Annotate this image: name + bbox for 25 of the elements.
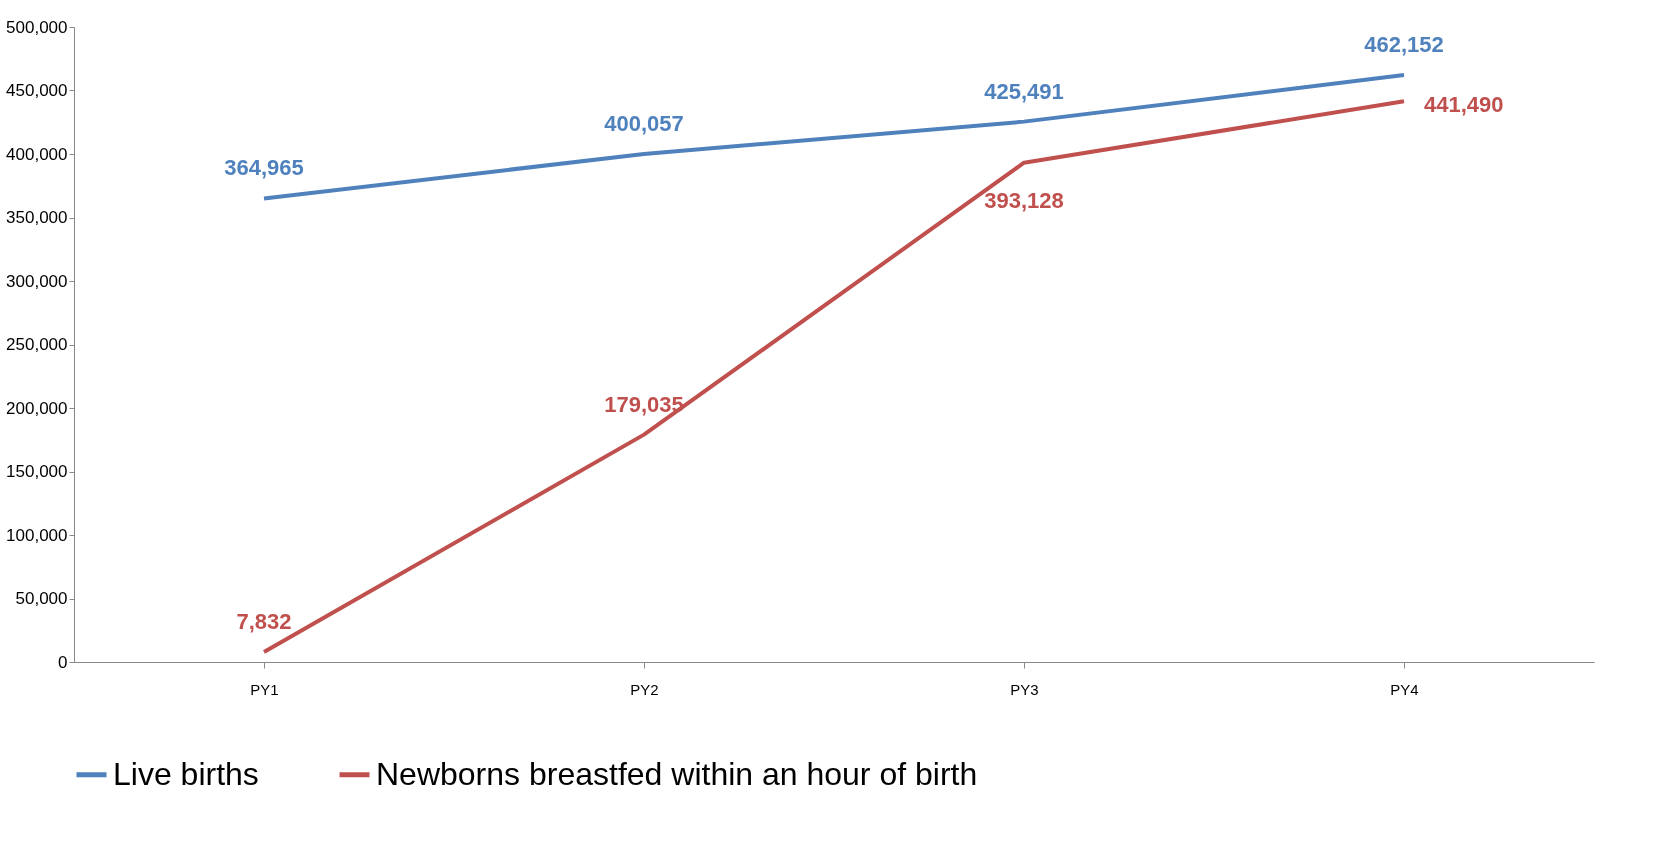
y-tick-label: 500,000 xyxy=(6,17,68,37)
data-label: 7,832 xyxy=(236,609,292,635)
data-label: 462,152 xyxy=(1364,32,1444,58)
y-tick-label: 400,000 xyxy=(6,144,68,164)
data-label: 179,035 xyxy=(604,391,684,417)
y-tick-label: 300,000 xyxy=(6,271,68,291)
x-tick-label: PY2 xyxy=(630,680,659,698)
x-tick-label: PY4 xyxy=(1390,680,1419,698)
data-label: 393,128 xyxy=(984,187,1064,213)
y-tick-label: 200,000 xyxy=(6,398,68,418)
data-label: 364,965 xyxy=(224,155,304,181)
y-tick-label: 450,000 xyxy=(6,81,68,100)
y-tick-label: 0 xyxy=(58,652,68,672)
y-tick-label: 350,000 xyxy=(6,208,68,227)
y-tick-label: 150,000 xyxy=(6,462,68,481)
x-tick-label: PY1 xyxy=(250,680,279,698)
x-tick-label: PY3 xyxy=(1010,680,1039,698)
y-tick-label: 50,000 xyxy=(15,589,68,608)
data-label: 425,491 xyxy=(984,78,1064,104)
data-label: 441,490 xyxy=(1424,92,1504,118)
legend-label: Live births xyxy=(113,755,259,792)
y-tick-label: 100,000 xyxy=(6,525,68,545)
data-label: 400,057 xyxy=(604,110,684,136)
y-tick-label: 250,000 xyxy=(6,335,68,354)
legend-label: Newborns breastfed within an hour of birth xyxy=(376,755,978,792)
